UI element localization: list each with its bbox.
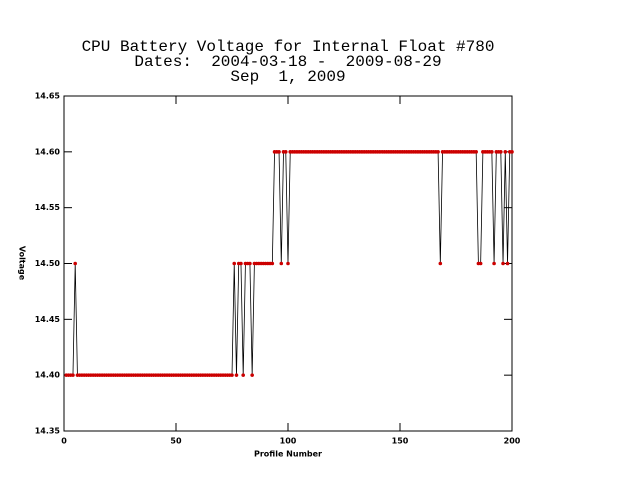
chart-title: CPU Battery Voltage for Internal Float #… <box>82 38 495 56</box>
chart-date: Sep 1, 2009 <box>230 68 345 86</box>
data-point <box>270 261 275 266</box>
data-point <box>478 261 483 266</box>
y-tick-label: 14.35 <box>35 427 61 436</box>
data-point <box>230 373 234 377</box>
data-point <box>436 150 440 154</box>
y-tick-label: 14.45 <box>35 315 61 324</box>
data-point <box>248 261 252 266</box>
x-axis-label: Profile Number <box>254 450 322 459</box>
data-point <box>510 150 514 154</box>
data-point <box>438 261 443 266</box>
y-tick-label: 14.50 <box>35 259 61 268</box>
x-tick-label: 50 <box>170 437 182 446</box>
data-point <box>232 261 237 266</box>
data-point <box>505 261 510 266</box>
data-point <box>250 373 254 377</box>
y-tick-label: 14.65 <box>35 92 61 101</box>
data-point <box>277 150 281 154</box>
data-point <box>490 150 494 154</box>
y-tick-label: 14.60 <box>35 147 61 156</box>
data-point <box>73 261 77 266</box>
data-point <box>286 261 290 266</box>
data-point <box>499 150 503 154</box>
data-point <box>474 150 478 154</box>
x-tick-label: 150 <box>392 437 409 446</box>
data-point <box>283 150 288 154</box>
data-point <box>501 261 505 266</box>
data-point <box>241 373 245 377</box>
x-tick-label: 200 <box>504 437 521 446</box>
data-point <box>234 373 239 377</box>
data-point <box>279 261 284 266</box>
data-point <box>71 373 75 377</box>
data-point <box>492 261 496 266</box>
chart-subtitle: Dates: 2004-03-18 - 2009-08-29 <box>134 53 441 71</box>
data-point <box>503 150 508 154</box>
x-tick-label: 100 <box>280 437 297 446</box>
data-point <box>239 261 243 266</box>
y-axis-label: Voltage <box>18 246 27 281</box>
y-tick-label: 14.40 <box>35 371 61 380</box>
y-tick-label: 14.55 <box>35 203 61 212</box>
x-tick-label: 0 <box>61 437 67 446</box>
